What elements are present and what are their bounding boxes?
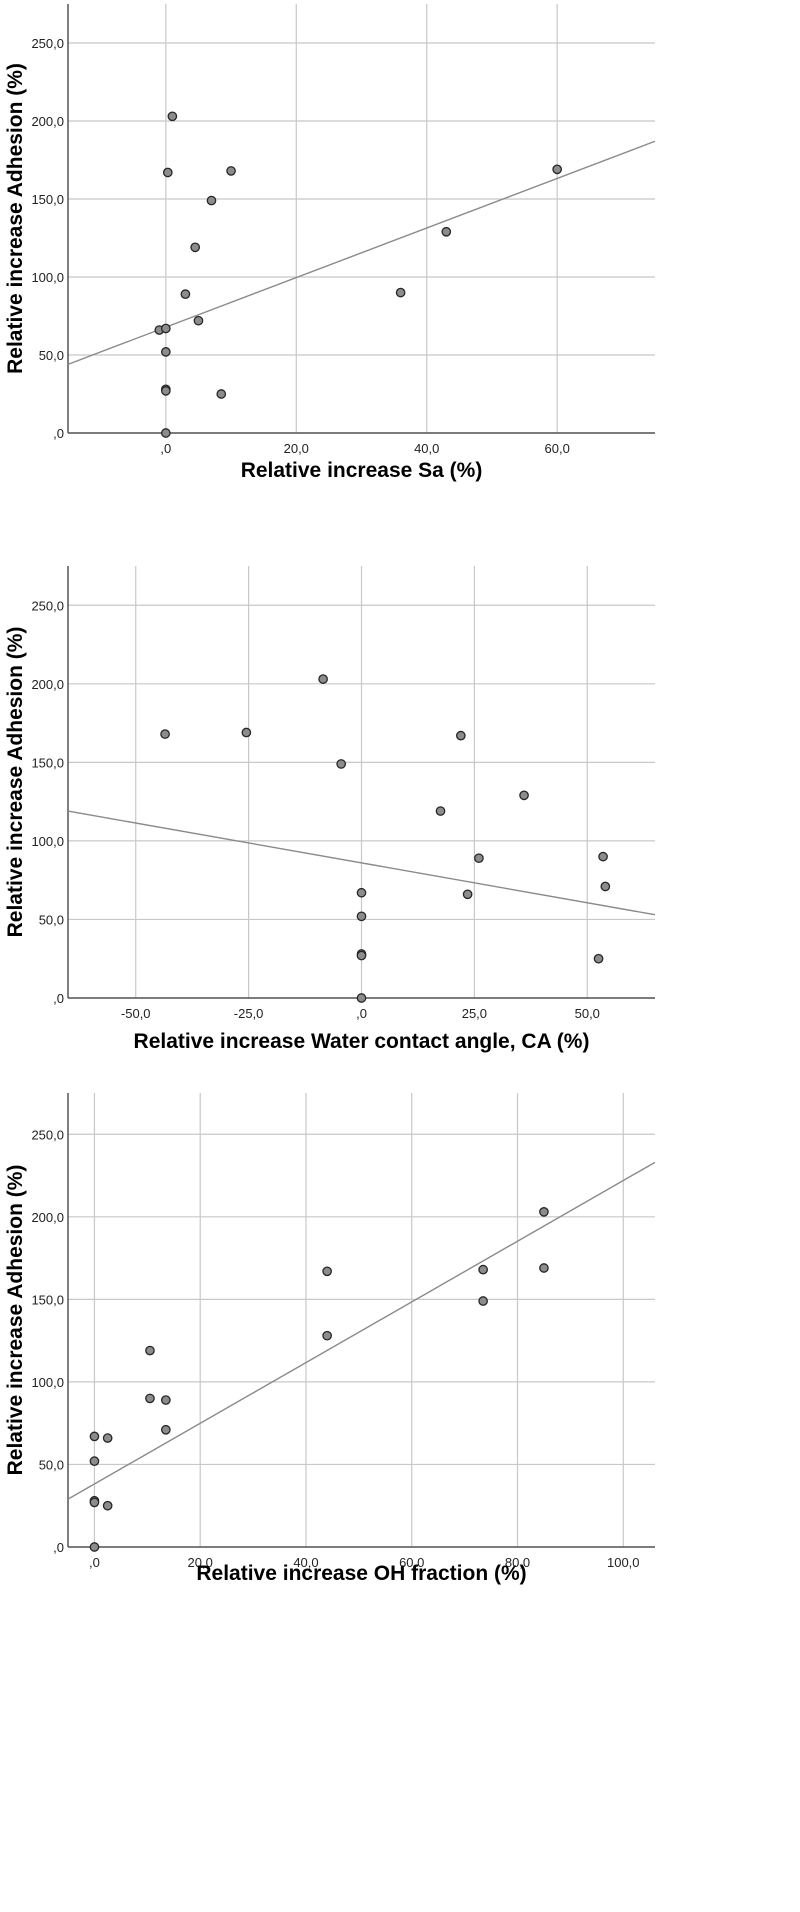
adhesion-vs-contact-angle-plot: -50,0 -25,0 ,0 25,0 50,0 ,0 50,0 100,0 150,0 200,… — [4, 566, 656, 1053]
y-tick-label: 200,0 — [31, 114, 64, 129]
data-point — [102, 1500, 113, 1511]
y-tick-label: 150,0 — [31, 755, 64, 770]
x-tick-label: 20,0 — [284, 441, 309, 456]
y-axis-title: Relative increase Adhesion (%) — [4, 63, 27, 374]
x-axis-title: Relative increase Sa (%) — [241, 459, 483, 482]
data-point — [226, 166, 236, 176]
data-point — [600, 881, 611, 892]
data-point — [162, 167, 173, 178]
data-point — [160, 1424, 171, 1435]
y-axis-title: Relative increase Adhesion (%) — [4, 1165, 27, 1476]
data-point — [336, 759, 347, 769]
x-tick-label: 60,0 — [399, 1555, 424, 1570]
data-point — [160, 428, 171, 438]
data-point — [160, 729, 170, 739]
data-point — [441, 226, 452, 237]
data-point — [160, 386, 171, 396]
data-point — [160, 1395, 171, 1405]
adhesion-vs-oh-fraction-plot: ,0 20,0 40,0 60,0 80,0 100,0 ,0 50,0 100,0 150,0 2… — [4, 1093, 656, 1585]
data-point — [598, 851, 608, 862]
x-tick-label: 25,0 — [462, 1006, 487, 1021]
data-point — [89, 1431, 100, 1442]
data-point — [552, 164, 563, 175]
data-point — [206, 195, 217, 206]
data-point — [89, 1497, 100, 1508]
x-axis-title: Relative increase OH fraction (%) — [196, 1562, 526, 1585]
data-point — [167, 111, 178, 122]
y-tick-label: 100,0 — [31, 270, 64, 285]
data-point — [216, 389, 227, 399]
y-tick-label: 100,0 — [31, 834, 64, 849]
data-point — [539, 1207, 549, 1217]
data-point — [478, 1296, 488, 1306]
x-tick-label: ,0 — [356, 1006, 367, 1021]
data-point — [160, 323, 171, 334]
data-point — [356, 911, 367, 922]
data-point — [474, 853, 484, 864]
x-tick-label: 60,0 — [545, 441, 570, 456]
data-point — [190, 242, 201, 253]
adhesion-vs-sa-plot: ,0 20,0 40,0 60,0 ,0 50,0 100,0 150,0 200,0 250,0… — [4, 4, 656, 482]
data-point — [462, 889, 473, 900]
y-tick-label: 50,0 — [39, 912, 64, 927]
data-point — [241, 727, 252, 738]
data-point — [318, 674, 328, 684]
adhesion-vs-oh-fraction-chart: ,0 20,0 40,0 60,0 80,0 100,0 ,0 50,0 100,0 150,0 2… — [0, 1090, 800, 1912]
adhesion-vs-contact-angle-chart: -50,0 -25,0 ,0 25,0 50,0 ,0 50,0 100,0 150,0 200,… — [0, 560, 800, 1090]
x-tick-label: -25,0 — [234, 1006, 264, 1021]
y-axis-title: Relative increase Adhesion (%) — [4, 627, 27, 938]
x-tick-label: -50,0 — [121, 1006, 151, 1021]
data-point — [478, 1264, 488, 1275]
y-tick-label: ,0 — [53, 991, 64, 1006]
data-point — [322, 1266, 332, 1277]
y-tick-label: 250,0 — [31, 36, 64, 51]
data-point — [356, 993, 367, 1003]
data-point — [180, 289, 191, 300]
adhesion-vs-sa-chart: ,0 20,0 40,0 60,0 ,0 50,0 100,0 150,0 200,0 250,0… — [0, 0, 800, 500]
x-tick-label: 40,0 — [414, 441, 439, 456]
x-tick-label: 100,0 — [607, 1555, 640, 1570]
x-tick-label: 20,0 — [188, 1555, 213, 1570]
y-tick-label: ,0 — [53, 426, 64, 441]
data-point — [89, 1456, 100, 1467]
y-tick-label: 200,0 — [31, 1210, 64, 1225]
data-point — [455, 730, 466, 741]
y-tick-label: 50,0 — [39, 348, 64, 363]
x-tick-label: 80,0 — [505, 1555, 530, 1570]
data-point — [395, 287, 406, 298]
data-point — [193, 315, 204, 326]
y-tick-label: 250,0 — [31, 598, 64, 613]
x-axis-title: Relative increase Water contact angle, C… — [134, 1030, 590, 1053]
y-tick-label: ,0 — [53, 1540, 64, 1555]
y-tick-label: 200,0 — [31, 677, 64, 692]
x-tick-label: ,0 — [89, 1555, 100, 1570]
data-point — [539, 1263, 549, 1273]
y-tick-label: 250,0 — [31, 1127, 64, 1142]
data-point — [435, 806, 446, 816]
y-tick-label: 50,0 — [39, 1457, 64, 1472]
fit-line — [67, 1161, 656, 1500]
data-point — [145, 1393, 155, 1404]
x-tick-label: ,0 — [160, 441, 171, 456]
data-point — [593, 953, 604, 964]
x-tick-label: 50,0 — [575, 1006, 600, 1021]
data-point — [89, 1542, 100, 1552]
data-point — [356, 887, 367, 898]
data-point — [322, 1330, 332, 1341]
data-point — [519, 790, 529, 801]
y-tick-label: 150,0 — [31, 1292, 64, 1307]
data-point — [145, 1345, 155, 1356]
fit-line — [67, 810, 656, 916]
data-point — [160, 347, 171, 357]
y-tick-label: 150,0 — [31, 192, 64, 207]
data-point — [356, 950, 367, 961]
data-point — [102, 1433, 113, 1443]
x-tick-label: 40,0 — [293, 1555, 318, 1570]
y-tick-label: 100,0 — [31, 1375, 64, 1390]
